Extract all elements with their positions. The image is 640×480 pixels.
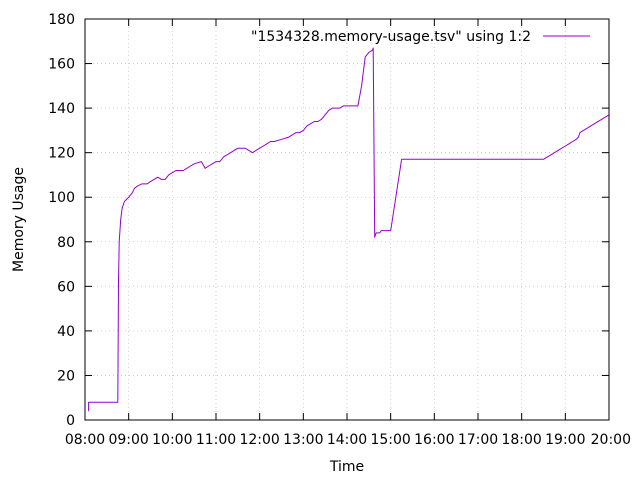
- y-tick-label: 140: [48, 101, 75, 117]
- y-tick-label: 180: [48, 12, 75, 28]
- x-tick-label: 11:00: [196, 432, 236, 448]
- y-tick-label: 120: [48, 146, 75, 162]
- y-tick-label: 60: [57, 279, 75, 295]
- legend-label: "1534328.memory-usage.tsv" using 1:2: [251, 29, 531, 45]
- y-tick-label: 100: [48, 190, 75, 206]
- y-tick-label: 160: [48, 57, 75, 73]
- x-tick-label: 09:00: [108, 432, 148, 448]
- x-tick-label: 20:00: [591, 432, 631, 448]
- grid-lines: [85, 19, 609, 420]
- x-tick-label: 14:00: [327, 432, 367, 448]
- y-tick-label: 80: [57, 235, 75, 251]
- x-axis-title: Time: [329, 459, 364, 475]
- x-tick-label: 13:00: [283, 432, 323, 448]
- y-tick-label: 40: [57, 324, 75, 340]
- y-axis-title: Memory Usage: [11, 167, 27, 272]
- x-tick-label: 10:00: [152, 432, 192, 448]
- x-tick-label: 17:00: [458, 432, 498, 448]
- legend: "1534328.memory-usage.tsv" using 1:2: [251, 29, 590, 45]
- x-tick-label: 08:00: [65, 432, 105, 448]
- y-tick-label: 0: [66, 413, 75, 429]
- series-group: [88, 47, 610, 412]
- y-tick-label: 20: [57, 368, 75, 384]
- x-tick-label: 15:00: [370, 432, 410, 448]
- x-tick-label: 18:00: [501, 432, 541, 448]
- x-tick-label: 12:00: [239, 432, 279, 448]
- x-tick-label: 19:00: [545, 432, 585, 448]
- x-tick-label: 16:00: [414, 432, 454, 448]
- series-line: [88, 47, 610, 412]
